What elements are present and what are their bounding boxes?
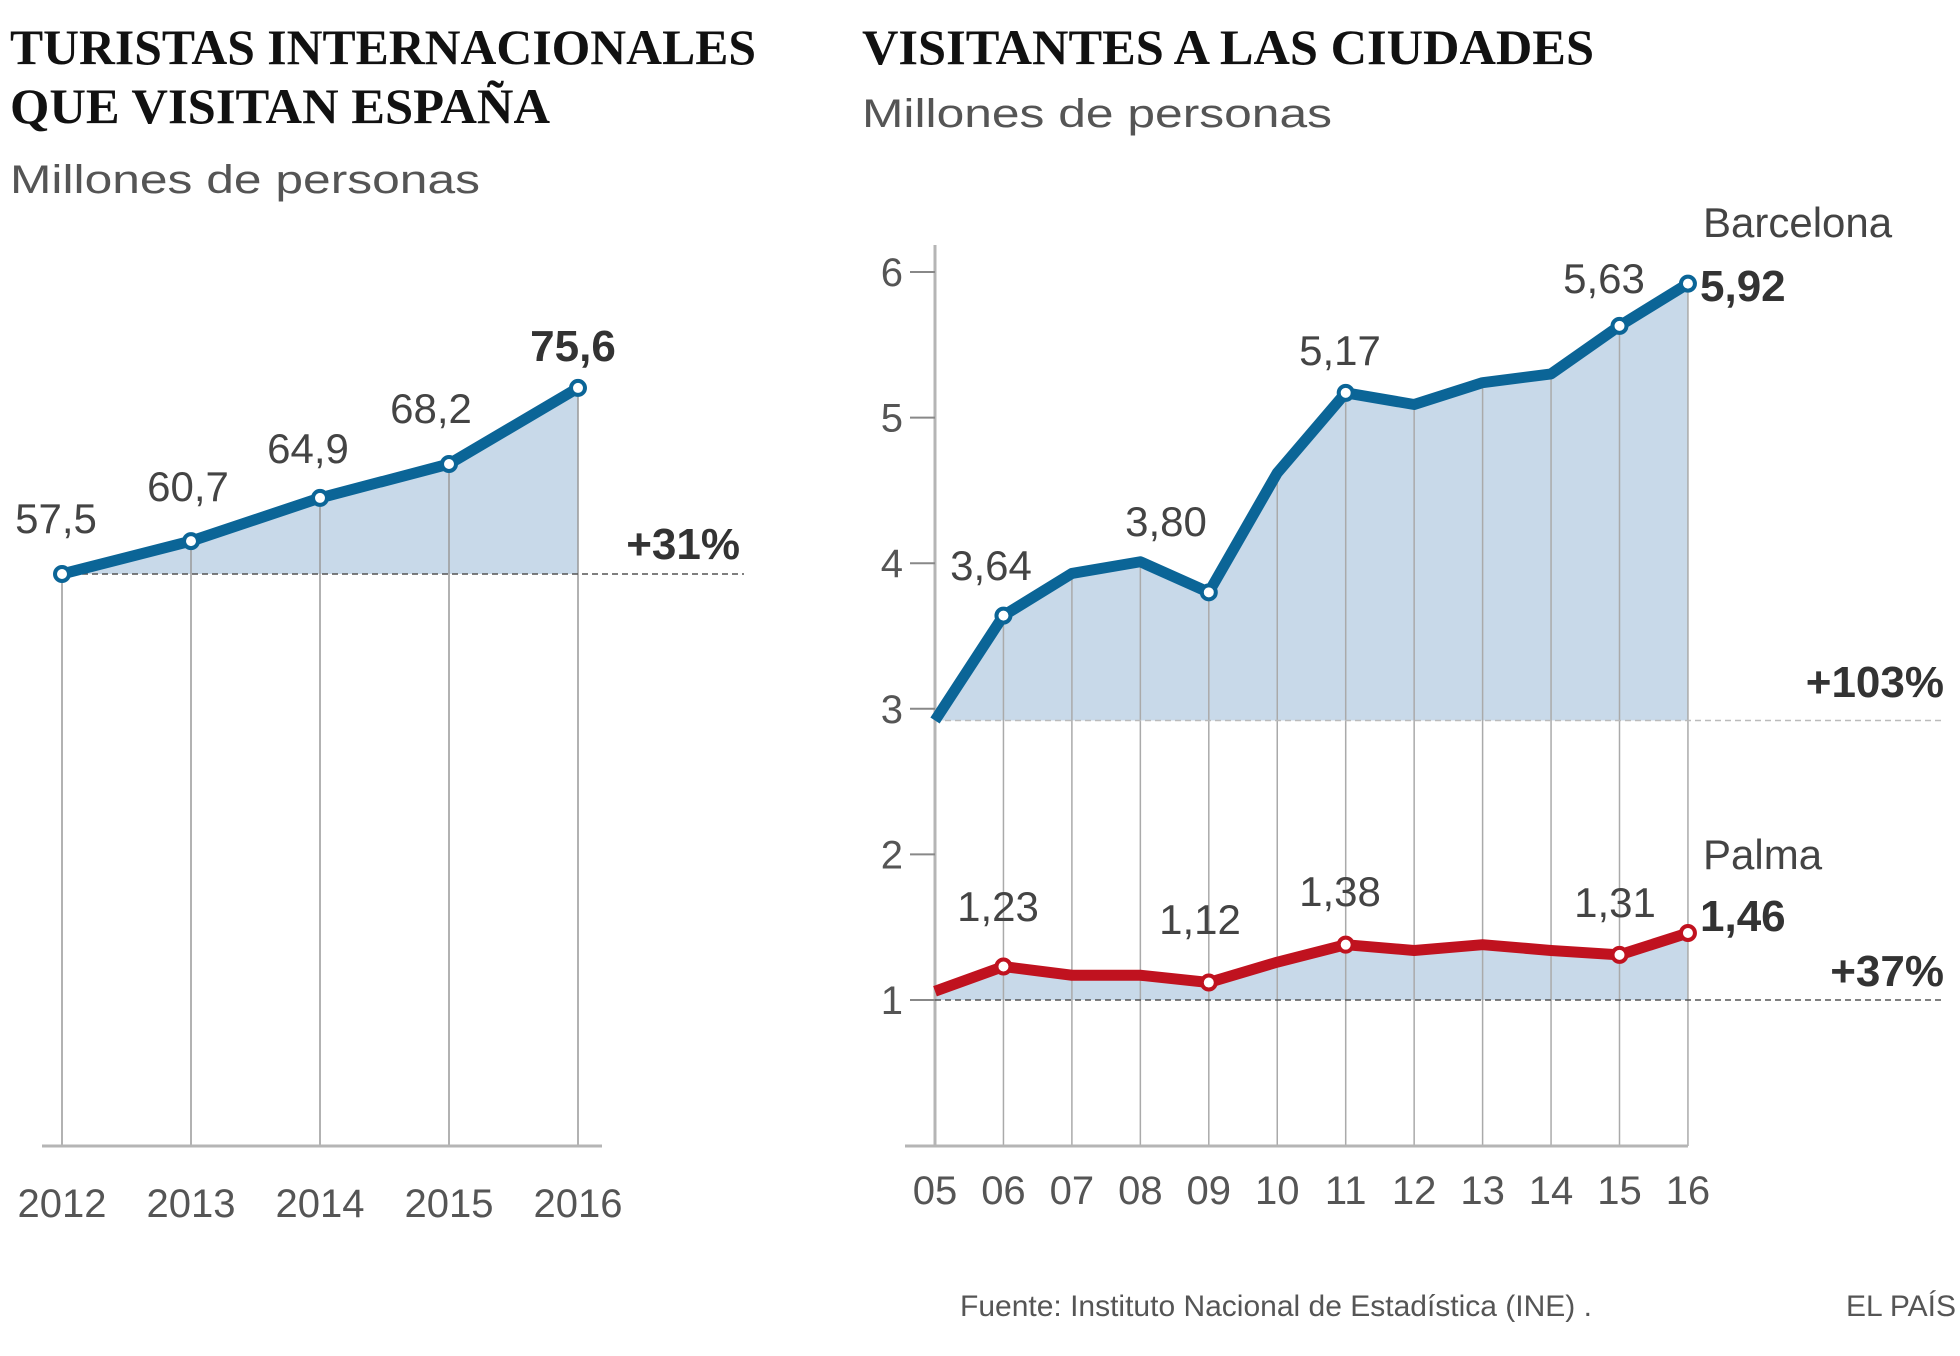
x-tick-label: 12 <box>1392 1169 1437 1213</box>
x-tick-label: 2014 <box>276 1182 365 1226</box>
source-note: Fuente: Instituto Nacional de Estadístic… <box>960 1290 1592 1323</box>
barcelona-point-11 <box>1336 383 1355 402</box>
x-tick-label: 13 <box>1460 1169 1505 1213</box>
y-tick-label: 6 <box>881 251 903 295</box>
change-label: +31% <box>626 520 740 569</box>
brand-label: EL PAÍS <box>1846 1290 1956 1323</box>
right-subtitle: Millones de personas <box>862 92 1332 136</box>
right-title: VISITANTES A LAS CIUDADES <box>862 19 1594 75</box>
palma-point-11 <box>1336 935 1355 954</box>
x-tick-label: 08 <box>1118 1169 1163 1213</box>
data-point-2016 <box>569 378 587 397</box>
x-tick-label: 2016 <box>534 1182 623 1226</box>
data-label-2015: 68,2 <box>390 385 472 432</box>
x-tick-label: 2013 <box>147 1182 236 1226</box>
x-tick-label: 15 <box>1597 1169 1642 1213</box>
data-point-2012 <box>53 565 71 583</box>
barcelona-point-15 <box>1610 316 1629 335</box>
palma-change-label: +37% <box>1830 947 1944 996</box>
palma-point-06 <box>994 957 1013 976</box>
barcelona-line <box>930 278 1691 724</box>
palma-label-15: 1,31 <box>1574 879 1656 926</box>
palma-series-name: Palma <box>1703 831 1823 878</box>
palma-label-11: 1,38 <box>1299 868 1381 915</box>
palma-point-09 <box>1199 973 1218 992</box>
data-label-2016: 75,6 <box>530 322 616 371</box>
y-tick-label: 5 <box>881 397 903 441</box>
x-tick-label: 14 <box>1529 1169 1574 1213</box>
barcelona-change-label: +103% <box>1806 658 1944 707</box>
data-point-2015 <box>440 455 458 474</box>
palma-point-15 <box>1610 945 1629 964</box>
barcelona-point-06 <box>994 606 1013 625</box>
barcelona-label-15: 5,63 <box>1563 255 1645 302</box>
left-title-line-2: QUE VISITAN ESPAÑA <box>10 78 550 134</box>
x-tick-label: 10 <box>1255 1169 1300 1213</box>
x-tick-label: 11 <box>1325 1169 1367 1213</box>
data-point-2013 <box>182 532 200 551</box>
x-tick-label: 07 <box>1050 1169 1095 1213</box>
palma-point-16 <box>1678 924 1697 943</box>
x-tick-label: 05 <box>913 1169 958 1213</box>
city-visitors-chart: 6 5 4 3 2 1 3,64 3,80 5,17 5,63 1,23 1,12 1,38 1,31 5,… <box>881 199 1944 1213</box>
barcelona-label-06: 3,64 <box>950 542 1032 589</box>
barcelona-last-value: 5,92 <box>1700 262 1786 311</box>
left-subtitle: Millones de personas <box>10 158 480 202</box>
palma-last-value: 1,46 <box>1700 892 1786 941</box>
data-point-2014 <box>311 488 329 507</box>
palma-label-09: 1,12 <box>1159 896 1241 943</box>
x-tick-label: 09 <box>1187 1169 1232 1213</box>
y-tick-label: 3 <box>881 688 903 732</box>
spain-tourists-chart: 57,5 60,7 64,9 68,2 75,6 +31% 2012 2013 2014 2015… <box>15 322 744 1226</box>
palma-area <box>935 933 1688 1000</box>
barcelona-series-name: Barcelona <box>1703 199 1893 246</box>
barcelona-area <box>935 283 1688 721</box>
barcelona-point-09 <box>1199 583 1218 602</box>
x-tick-label: 2015 <box>405 1182 494 1226</box>
barcelona-point-16 <box>1678 274 1697 293</box>
left-title-line-1: TURISTAS INTERNACIONALES <box>10 19 756 75</box>
x-tick-label: 06 <box>981 1169 1026 1213</box>
data-label-2013: 60,7 <box>147 463 229 510</box>
data-label-2014: 64,9 <box>267 425 349 472</box>
y-tick-label: 1 <box>881 979 903 1023</box>
y-tick-label: 2 <box>881 833 903 877</box>
palma-label-06: 1,23 <box>957 883 1039 930</box>
y-tick-label: 4 <box>881 542 903 586</box>
x-tick-label: 2012 <box>18 1182 107 1226</box>
x-tick-label: 16 <box>1666 1169 1711 1213</box>
barcelona-label-09: 3,80 <box>1125 498 1207 545</box>
data-label-2012: 57,5 <box>15 495 97 542</box>
palma-line <box>933 927 1690 997</box>
barcelona-label-11: 5,17 <box>1299 327 1381 374</box>
